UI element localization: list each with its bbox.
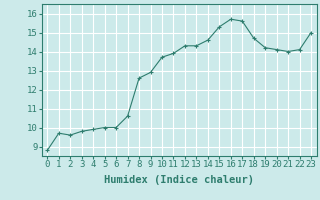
X-axis label: Humidex (Indice chaleur): Humidex (Indice chaleur): [104, 175, 254, 185]
